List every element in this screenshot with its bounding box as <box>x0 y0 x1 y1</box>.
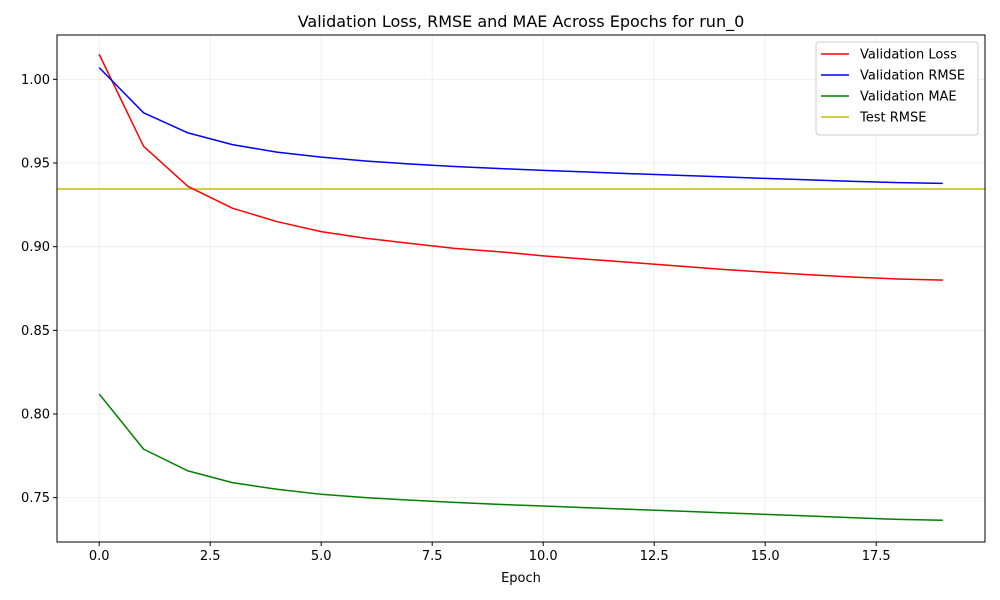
legend-label: Test RMSE <box>859 111 926 126</box>
x-axis-title: Epoch <box>501 571 541 586</box>
x-tick-label: 7.5 <box>422 549 443 564</box>
x-tick-label: 2.5 <box>200 549 221 564</box>
y-tick-label: 0.90 <box>21 240 50 255</box>
x-tick-label: 10.0 <box>529 549 558 564</box>
y-tick-label: 0.95 <box>21 157 50 172</box>
plot-lines <box>57 53 985 521</box>
plot-frame <box>56 34 986 543</box>
validation-loss-line <box>98 53 943 281</box>
legend-box <box>815 41 979 136</box>
x-tick-label: 15.0 <box>751 549 780 564</box>
validation-mae-line <box>98 393 943 521</box>
chart-title: Validation Loss, RMSE and MAE Across Epo… <box>298 12 745 32</box>
legend-label: Validation Loss <box>860 48 957 63</box>
y-tick-label: 0.85 <box>21 324 50 339</box>
y-axis: 0.75 0.80 0.85 0.90 0.95 1.00 <box>21 73 57 506</box>
x-tick-label: 0.0 <box>89 549 110 564</box>
validation-rmse-line <box>98 67 943 185</box>
legend: Validation Loss Validation RMSE Validation… <box>815 41 979 136</box>
legend-label: Validation RMSE <box>860 69 965 84</box>
y-tick-label: 1.00 <box>21 73 50 88</box>
x-tick-label: 5.0 <box>311 549 332 564</box>
legend-label: Validation MAE <box>860 90 957 105</box>
y-tick-label: 0.75 <box>21 491 50 506</box>
x-tick-label: 12.5 <box>640 549 669 564</box>
x-tick-label: 17.5 <box>862 549 891 564</box>
x-axis: 0.0 2.5 5.0 7.5 10.0 12.5 15.0 17.5 <box>89 542 891 564</box>
y-tick-label: 0.80 <box>21 407 50 422</box>
